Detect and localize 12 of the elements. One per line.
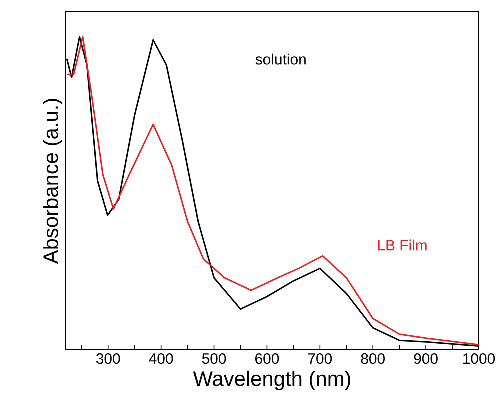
y-axis-title: Absorbance (a.u.) bbox=[43, 99, 62, 264]
text: solution bbox=[256, 54, 306, 65]
x-tick-label: 700 bbox=[308, 354, 332, 364]
x-tick-label: 1000 bbox=[464, 354, 496, 364]
x-tick-label: 300 bbox=[96, 354, 120, 364]
text: LB Film bbox=[378, 240, 427, 251]
x-tick-label: 600 bbox=[256, 354, 280, 364]
x-tick-label: 900 bbox=[414, 354, 438, 364]
x-tick-label: 400 bbox=[149, 354, 174, 364]
x-axis-title: Wavelength (nm) bbox=[193, 370, 350, 390]
x-tick-label: 800 bbox=[361, 354, 385, 364]
x-tick-label: 500 bbox=[202, 354, 226, 364]
